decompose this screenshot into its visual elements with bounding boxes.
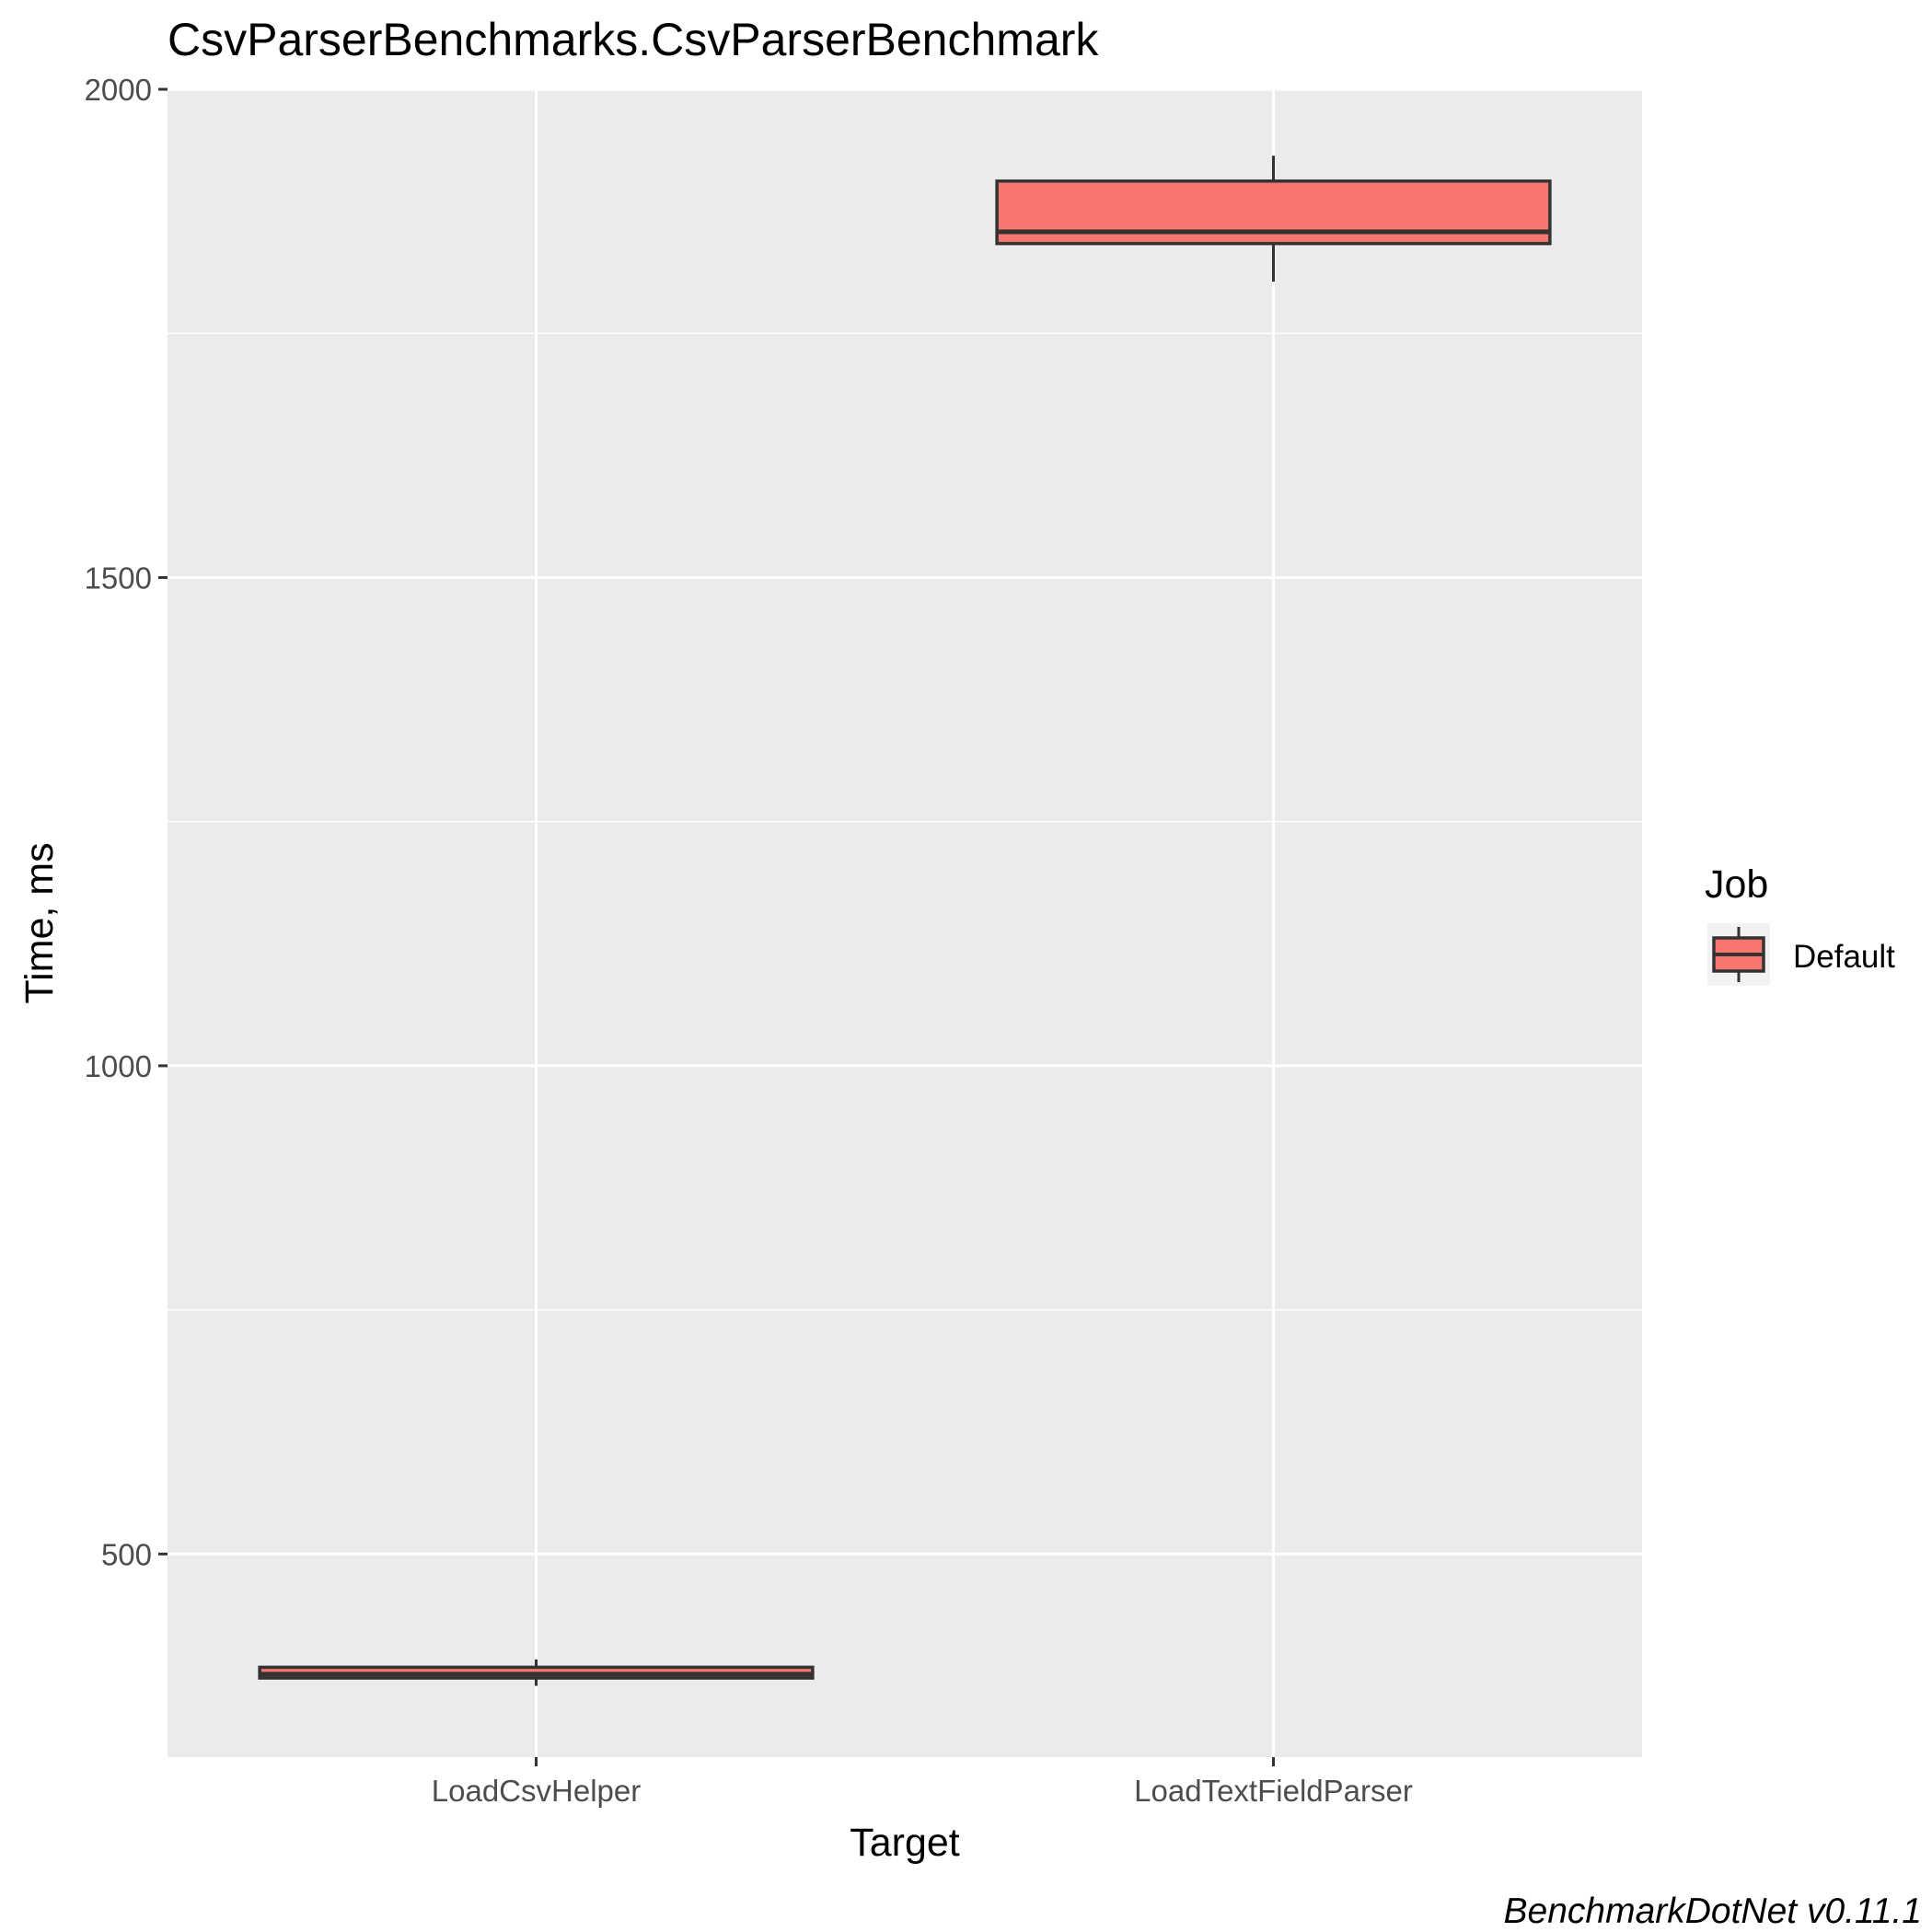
x-tick-label: LoadTextFieldParser: [1134, 1774, 1413, 1808]
plot-panel: [168, 89, 1642, 1757]
y-tick-label: 2000: [85, 73, 152, 107]
axes: 500 1000 1500 2000 LoadCsvHelper LoadTextFiel…: [85, 73, 1413, 1808]
y-tick-label: 1000: [85, 1049, 152, 1083]
x-tick-label: LoadCsvHelper: [432, 1774, 641, 1808]
x-axis-title: Target: [850, 1821, 960, 1865]
caption: BenchmarkDotNet v0.11.1: [1504, 1892, 1923, 1931]
legend-item-default: Default: [1793, 939, 1895, 975]
grid-lines: [168, 87, 1642, 1757]
y-axis-title: Time, ms: [17, 842, 62, 1003]
box-layer: [258, 156, 1552, 1686]
y-tick-label: 500: [101, 1537, 152, 1571]
chart-title: CsvParserBenchmarks.CsvParserBenchmark: [168, 14, 1099, 65]
legend-title: Job: [1705, 862, 1768, 907]
box-body: [995, 179, 1552, 246]
y-tick-label: 1500: [85, 561, 152, 595]
legend: Job Default: [1705, 862, 1895, 986]
